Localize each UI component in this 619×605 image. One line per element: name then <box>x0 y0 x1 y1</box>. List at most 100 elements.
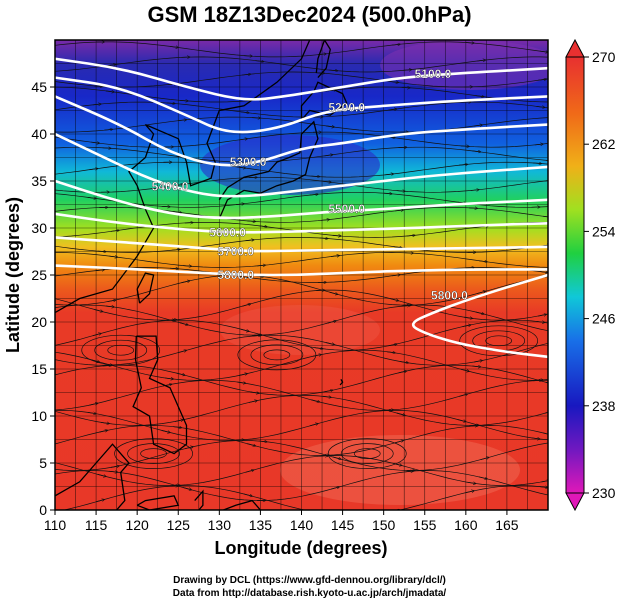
colorbar-tick-label: 246 <box>592 311 616 327</box>
streamline-arrow <box>89 403 98 406</box>
streamline-arrow <box>480 457 489 460</box>
streamline-arrow <box>398 371 406 374</box>
colorbar-bar <box>565 56 585 494</box>
contour-5200.0 <box>55 76 548 134</box>
streamline-arrow <box>541 480 548 482</box>
streamline <box>55 425 548 456</box>
x-tick-label: 130 <box>208 517 232 533</box>
contour-label: 5400.0 <box>152 180 189 194</box>
wind-streamlines <box>55 42 548 514</box>
streamline <box>55 176 548 193</box>
height-contours: 5100.0 5200.0 5300.0 5400.0 5500.0 5600.0 5700… <box>55 57 548 359</box>
y-tick-label: 30 <box>31 220 47 236</box>
streamline-arrow <box>174 184 183 185</box>
streamline-arrow <box>87 412 96 413</box>
x-tick-label: 140 <box>290 517 314 533</box>
contour-5600.0 <box>55 212 548 234</box>
streamline <box>55 206 548 223</box>
x-tick-label: 160 <box>454 517 478 533</box>
streamline-arrow <box>478 261 487 262</box>
y-tick-label: 0 <box>39 502 47 518</box>
contour-5400.0 <box>55 132 548 198</box>
streamline-arrow <box>533 163 541 164</box>
x-tick-label: 115 <box>85 517 108 533</box>
streamline-arrow <box>465 491 474 494</box>
y-tick-label: 35 <box>31 173 47 189</box>
coastline <box>339 378 344 386</box>
streamline-arrow <box>242 304 250 307</box>
streamline-arrow <box>330 487 339 490</box>
streamline-arrow <box>235 440 244 441</box>
streamline-arrow <box>309 424 318 427</box>
streamline-arrow <box>396 191 405 192</box>
streamline-arrow <box>235 204 244 205</box>
streamline-arrow <box>314 348 323 349</box>
colorbar-tick-label: 230 <box>592 485 616 501</box>
streamline-arrow <box>396 412 405 415</box>
streamline-arrow <box>97 473 106 476</box>
streamline-arrow <box>243 277 252 278</box>
coastline <box>136 495 180 510</box>
streamline-arrow <box>400 362 408 363</box>
streamline-arrow <box>179 100 188 101</box>
streamline-arrow <box>170 268 178 269</box>
contour-label: 5100.0 <box>415 67 452 81</box>
streamline-arrow <box>173 212 181 213</box>
streamline-arrow <box>457 419 466 421</box>
streamline-arrow <box>165 378 173 379</box>
streamline-arrow <box>311 399 319 402</box>
streamline-arrow <box>109 471 117 472</box>
colorbar-tick-label: 262 <box>592 136 616 152</box>
streamline-arrow <box>321 220 329 221</box>
streamline-arrow <box>477 291 485 294</box>
contour-label: 5800.0 <box>431 289 468 303</box>
streamline-arrow <box>176 372 185 375</box>
credit-data: Data from http://database.rish.kyoto-u.a… <box>172 588 447 599</box>
streamline <box>55 146 548 163</box>
colorbar-tick-label: 254 <box>592 223 616 239</box>
x-tick-label: 110 <box>44 517 67 533</box>
streamline-arrow <box>472 366 480 367</box>
contour-5800.0 <box>411 273 548 359</box>
coastline <box>315 40 331 79</box>
x-tick-label: 165 <box>495 517 519 533</box>
streamline-arrow <box>183 266 191 267</box>
x-tick-label: 135 <box>249 517 273 533</box>
streamline-arrow <box>237 167 245 168</box>
streamline-arrow <box>91 359 99 362</box>
streamline-arrow <box>318 513 326 514</box>
x-tick-label: 155 <box>413 517 437 533</box>
streamline-arrow <box>329 291 337 294</box>
streamline-arrow <box>536 321 544 322</box>
streamline-arrow <box>326 126 334 127</box>
colorbar: 230 238 246 254 262 270 <box>565 38 616 512</box>
coastline <box>223 499 261 510</box>
streamline <box>55 394 548 426</box>
streamline-arrow <box>472 151 480 152</box>
streamline <box>55 237 548 253</box>
streamline-arrow <box>322 396 331 397</box>
streamline-arrow <box>391 44 400 45</box>
streamline-arrow <box>393 247 402 248</box>
streamline-arrow <box>91 142 99 143</box>
streamline-arrow <box>107 64 116 65</box>
coastlines <box>55 40 348 510</box>
streamline <box>55 455 548 486</box>
gyre-streamline <box>114 438 193 469</box>
gyre-streamline <box>81 334 161 366</box>
streamline <box>55 116 548 133</box>
x-tick-label: 125 <box>167 517 191 533</box>
streamline-arrow <box>469 426 477 427</box>
streamline-arrow <box>255 61 263 62</box>
streamline-arrow <box>395 210 403 211</box>
streamline-arrow <box>475 311 484 314</box>
streamline-arrow <box>102 365 111 366</box>
streamline-arrow <box>385 174 393 175</box>
streamline-arrow <box>478 476 487 479</box>
x-tick-label: 150 <box>372 517 396 533</box>
streamline-arrow <box>105 91 114 92</box>
streamline-arrow <box>245 470 254 473</box>
streamline-arrow <box>539 487 548 488</box>
streamline-arrow <box>178 120 186 121</box>
streamline-arrow <box>544 411 548 414</box>
